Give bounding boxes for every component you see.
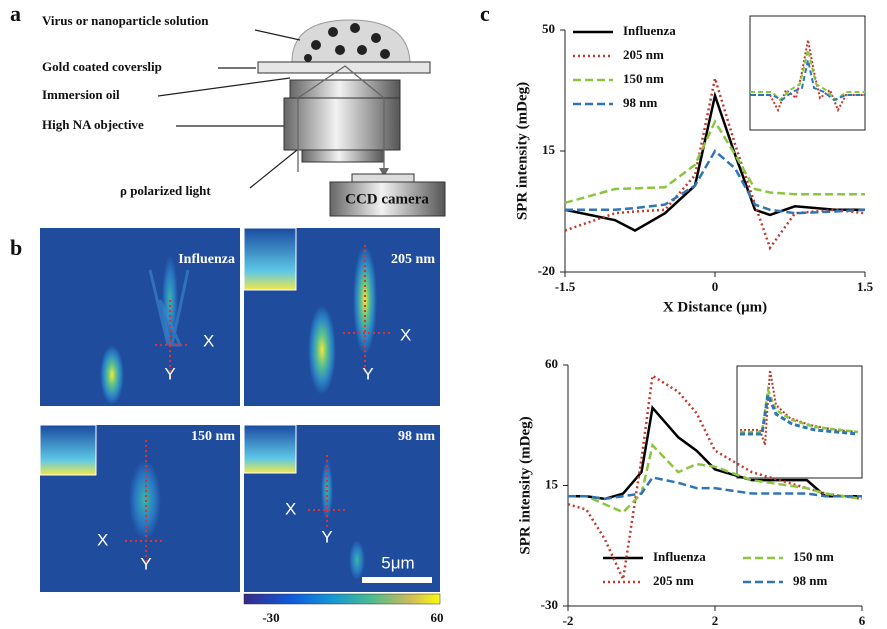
y-axis-label: SPR intensity (mDeg) bbox=[517, 416, 533, 554]
image: 98 nm X Y 5μm bbox=[243, 424, 440, 592]
series-line bbox=[568, 476, 862, 501]
y-tick-label: 15 bbox=[545, 476, 559, 491]
x-tick-label: -2 bbox=[563, 613, 574, 628]
x-tick-label: 6 bbox=[859, 613, 866, 628]
image: 205 nm X Y bbox=[243, 227, 440, 406]
image: Influenza X Y bbox=[40, 228, 240, 406]
axis-mark: X bbox=[203, 331, 214, 350]
colorbar-tick: 60 bbox=[431, 610, 444, 625]
label: CCD camera bbox=[345, 191, 429, 207]
camera-lens bbox=[351, 173, 415, 183]
y-axis-label: SPR intensity (mDeg) bbox=[514, 82, 530, 220]
series-line bbox=[564, 118, 865, 205]
axis-mark: X bbox=[400, 325, 411, 344]
legend-label: Influenza bbox=[653, 549, 706, 564]
legend-label: 98 nm bbox=[623, 95, 657, 110]
legend-label: Influenza bbox=[623, 23, 676, 38]
colorbar bbox=[243, 593, 441, 605]
objective-body bbox=[283, 97, 401, 151]
particles bbox=[304, 23, 390, 62]
image-title: 98 nm bbox=[398, 429, 435, 444]
axis-mark: X bbox=[285, 499, 296, 518]
legend-label: 98 nm bbox=[793, 573, 827, 588]
label: Gold coated coverslip bbox=[42, 59, 162, 74]
label: High NA objective bbox=[42, 117, 144, 132]
series-line bbox=[564, 91, 865, 232]
inset-y bbox=[736, 365, 863, 479]
x-tick-label: 2 bbox=[712, 613, 719, 628]
axis-mark: Y bbox=[140, 554, 151, 573]
label: Virus or nanoparticle solution bbox=[42, 13, 209, 28]
y-tick-label: 15 bbox=[542, 142, 556, 157]
legend-label: 150 nm bbox=[793, 549, 834, 564]
colorbar-tick: -30 bbox=[262, 610, 279, 625]
camera-body bbox=[329, 181, 446, 217]
x-tick-label: 0 bbox=[712, 279, 719, 294]
objective-base bbox=[301, 149, 385, 163]
image-title: 150 nm bbox=[191, 429, 235, 444]
x-tick-label: 1.5 bbox=[857, 279, 874, 294]
series-line bbox=[565, 149, 866, 215]
axis-mark: Y bbox=[164, 364, 175, 383]
y-tick-label: 50 bbox=[542, 21, 555, 36]
series-line bbox=[568, 442, 863, 514]
image-title: Influenza bbox=[178, 252, 235, 267]
light-path bbox=[297, 65, 385, 175]
y-tick-label: -30 bbox=[541, 597, 558, 612]
panel-label: b bbox=[10, 235, 22, 260]
objective-top bbox=[289, 79, 401, 99]
label: Immersion oil bbox=[42, 87, 120, 102]
image: 150 nm X Y bbox=[39, 424, 240, 592]
arrowhead bbox=[379, 168, 389, 177]
legend-label: 205 nm bbox=[653, 573, 694, 588]
panel-label: a bbox=[10, 1, 21, 26]
panel-a: a Virus or nanoparticle solution Gold co… bbox=[10, 1, 446, 217]
panel-b: b Influenza X Y 205 nm X Y 1 bbox=[10, 227, 444, 625]
x-tick-label: -1.5 bbox=[555, 279, 576, 294]
axis-mark: Y bbox=[321, 527, 332, 546]
axis-mark: Y bbox=[362, 364, 373, 383]
x-axis-label: X Distance (μm) bbox=[663, 299, 767, 315]
scale-bar-label: 5μm bbox=[381, 553, 414, 572]
y-tick-label: 60 bbox=[545, 356, 558, 371]
image-title: 205 nm bbox=[391, 252, 435, 267]
legend-label: 150 nm bbox=[623, 71, 664, 86]
y-tick-label: -20 bbox=[538, 263, 555, 278]
pointer-lines bbox=[157, 29, 301, 189]
panel-label: c bbox=[480, 1, 490, 26]
axis-mark: X bbox=[97, 530, 108, 549]
legend-label: 205 nm bbox=[623, 47, 664, 62]
inset-x bbox=[749, 15, 866, 131]
chart: -20 15 50 -1.5 0 1.5 X Distance (μm) SPR intens… bbox=[514, 21, 873, 315]
label: ρ polarized light bbox=[120, 183, 211, 198]
coverslip bbox=[257, 61, 431, 74]
